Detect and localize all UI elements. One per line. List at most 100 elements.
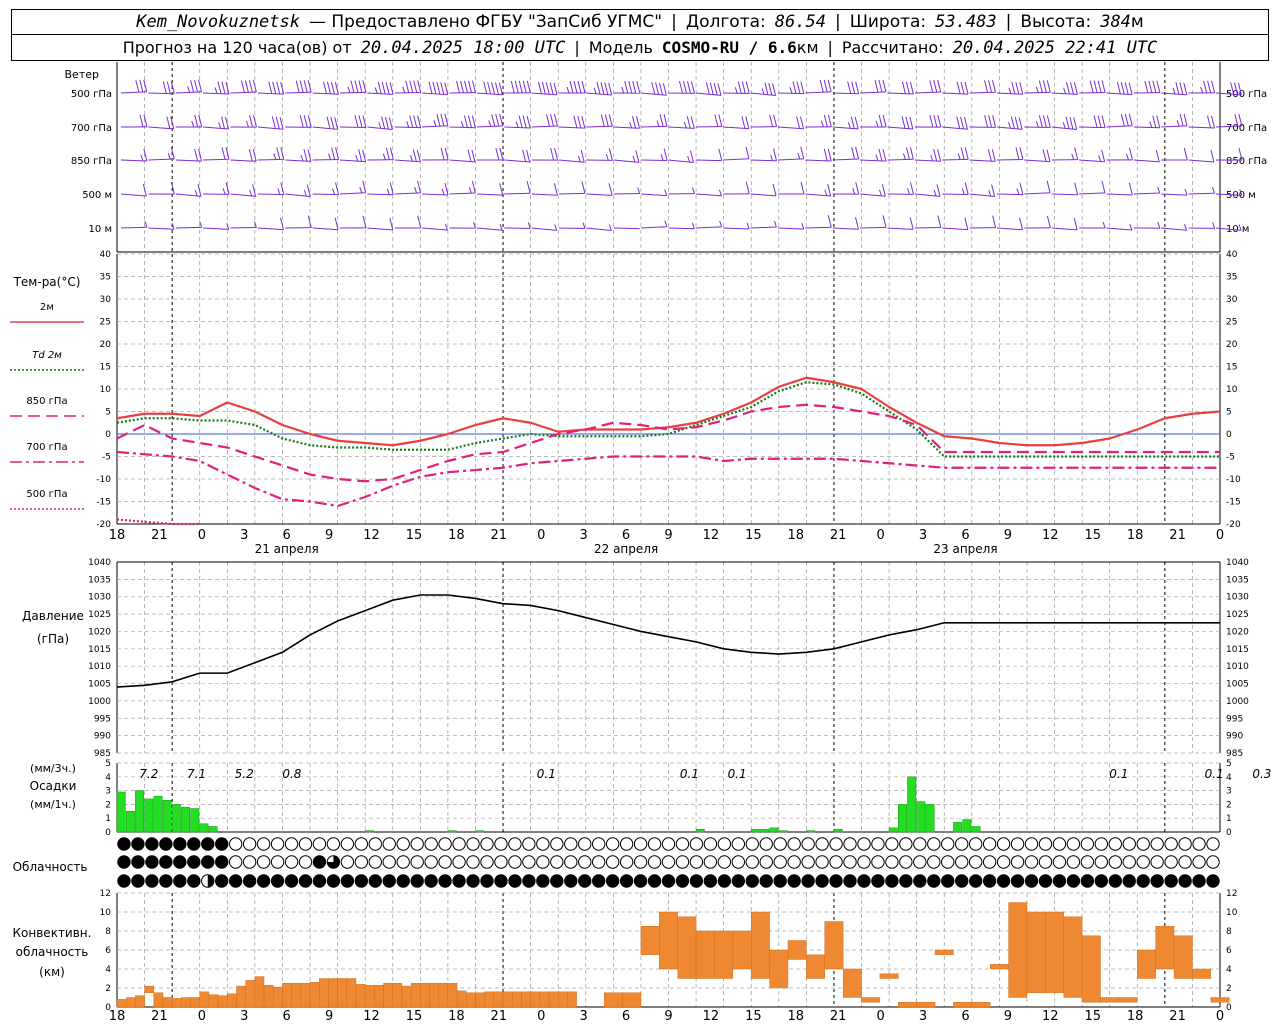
cloud-octa-symbol: [326, 855, 341, 869]
wind-barb-flag: [737, 81, 742, 94]
wind-barb-flag: [624, 80, 629, 94]
wind-barb-flag: [554, 148, 559, 161]
cloud-octa-symbol: [522, 855, 536, 869]
convective-bar: [622, 992, 642, 1008]
time-tick-label: 18: [787, 528, 804, 543]
cloud-octa-symbol: [1206, 874, 1220, 888]
wind-barb-flag: [526, 80, 531, 93]
cloud-circle: [703, 874, 718, 888]
wind-barb: [558, 181, 586, 195]
cloud-octa-symbol: [382, 837, 396, 851]
cloud-octa-symbol: [215, 874, 229, 888]
cloud-circle: [1192, 855, 1206, 869]
y-tick-label: 1020: [1226, 627, 1249, 637]
cloud-octa-symbol: [982, 855, 997, 869]
cloud-circle: [913, 837, 927, 851]
cloud-octa-symbol: [661, 855, 676, 869]
wind-barb-flag: [279, 217, 284, 230]
wind-level-label: 700 гПа: [71, 123, 112, 134]
cloud-octa-symbol: [745, 837, 759, 851]
convective-bar: [861, 997, 881, 1003]
y-tick-label: 25: [1226, 318, 1237, 328]
convective-bar: [953, 1002, 973, 1008]
cloud-octa-symbol: [131, 874, 145, 888]
wind-barb-flag: [498, 82, 503, 95]
wind-barb: [449, 149, 476, 163]
y-tick-label: 990: [94, 732, 111, 742]
wind-barb-halfflag: [1129, 223, 1133, 231]
wind-barb: [860, 184, 886, 197]
legend-label: Td 2м: [32, 350, 62, 361]
y-tick-label: 8: [105, 927, 111, 937]
cloud-circle: [1178, 855, 1192, 869]
wind-barb-staff: [175, 91, 202, 94]
cloud-circle: [256, 874, 271, 888]
cloud-circle: [284, 855, 299, 869]
wind-barb-flag: [381, 116, 386, 129]
cloud-circle: [871, 855, 885, 869]
wind-barb-staff: [586, 227, 612, 232]
convective-bar: [236, 985, 246, 1008]
cloud-circle: [228, 837, 243, 851]
y-tick-label: 0: [1226, 430, 1232, 440]
cloud-circle: [1150, 855, 1164, 869]
wind-barb-flag: [687, 81, 691, 94]
wind-title: Ветер: [65, 68, 99, 81]
wind-barb-flag: [937, 79, 942, 93]
cloud-circle: [703, 855, 718, 869]
wind-barb-flag: [713, 82, 718, 96]
wind-barb: [148, 81, 175, 95]
cloud-octa-symbol: [885, 855, 899, 869]
wind-barb: [1024, 180, 1051, 195]
precip-bar: [833, 828, 843, 833]
wind-barb: [476, 113, 504, 128]
wind-barb: [750, 148, 778, 162]
wind-barb: [230, 79, 257, 94]
cloudiness-title: Облачность: [13, 860, 88, 874]
wind-barb-flag: [905, 81, 910, 94]
wind-barb-flag: [881, 184, 886, 197]
cloud-circle: [424, 855, 438, 869]
wind-barb-staff: [1161, 227, 1187, 231]
time-tick-label: 3: [580, 528, 588, 543]
wind-barb: [832, 182, 860, 195]
wind-barb-flag: [745, 81, 750, 94]
wind-barb-flag: [389, 82, 394, 95]
wind-barb: [1161, 224, 1187, 231]
wind-barb-staff: [1133, 159, 1160, 163]
wind-barb-flag: [444, 147, 449, 160]
wind-barb: [1188, 115, 1215, 129]
wind-barb-flag: [937, 115, 942, 128]
wind-barb-flag: [874, 80, 879, 93]
cloud-circle: [382, 837, 396, 851]
wind-barb-staff: [723, 227, 750, 230]
cloud-octa-symbol: [564, 874, 578, 888]
wind-barb-flag: [1207, 115, 1211, 128]
wind-barb: [203, 182, 230, 195]
wind-barb-halfflag: [1071, 153, 1075, 160]
wind-barb-flag: [303, 80, 308, 93]
cloud-octa-symbol: [941, 837, 955, 851]
y-tick-label: 6: [105, 946, 111, 956]
wind-barb: [805, 183, 832, 197]
wind-barb-flag: [1042, 149, 1047, 162]
wind-barb-flag: [800, 116, 805, 129]
wind-barb-halfflag: [222, 188, 226, 195]
wind-barb-halfflag: [468, 187, 472, 194]
wind-barb-flag: [280, 81, 285, 95]
wind-barb-flag: [1046, 80, 1051, 93]
cloud-octa-symbol: [354, 874, 369, 888]
wind-barb: [586, 183, 613, 196]
wind-barb: [339, 80, 367, 94]
wind-barb: [695, 189, 722, 197]
wind-barb-halfflag: [878, 189, 882, 197]
cloud-octa-symbol: [1024, 855, 1039, 869]
wind-barb-flag: [714, 114, 719, 127]
wind-barb-flag: [823, 114, 828, 127]
wind-barb-flag: [464, 80, 468, 93]
wind-barb-flag: [307, 115, 312, 128]
wind-barb-flag: [405, 80, 410, 93]
cloud-circle: [187, 855, 201, 869]
time-tick-label: 6: [283, 528, 291, 543]
